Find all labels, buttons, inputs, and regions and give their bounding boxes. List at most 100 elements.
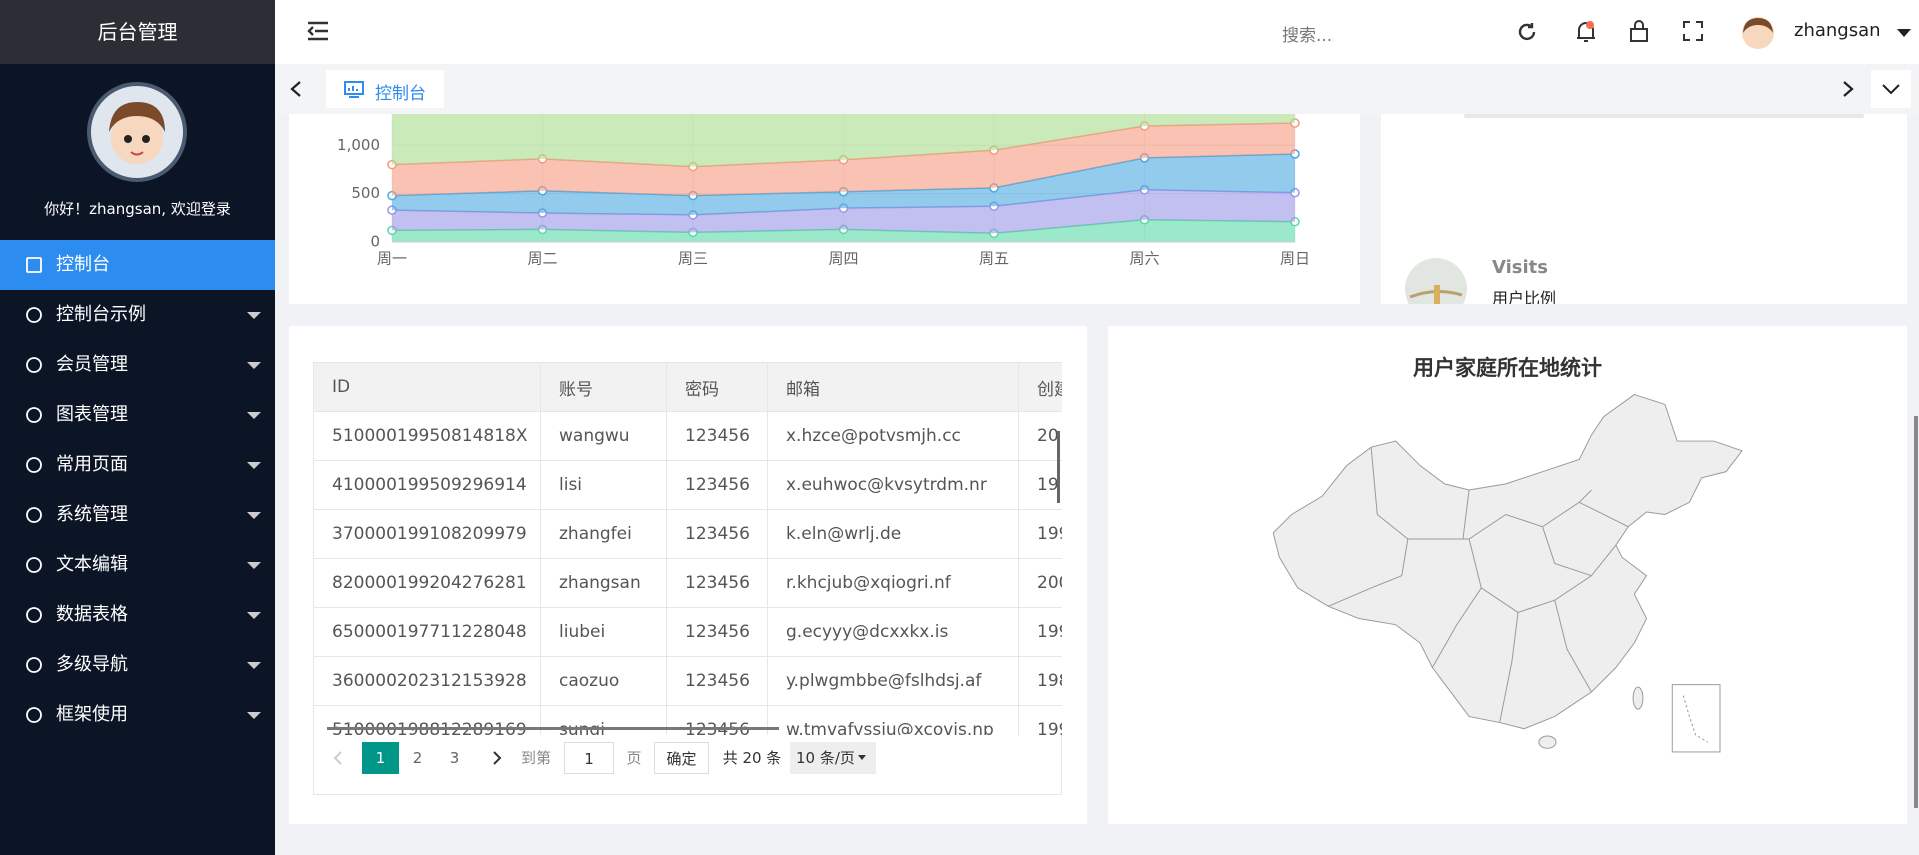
confirm-button[interactable]: 确定	[654, 742, 709, 774]
data-table: ID账号密码邮箱创建51000019950814818Xwangwu123456…	[313, 362, 1062, 735]
menu-item[interactable]: 多级导航	[0, 640, 275, 690]
tab-next[interactable]	[1841, 80, 1855, 98]
page-size[interactable]: 10 条/页	[790, 742, 876, 774]
tab-label[interactable]: 控制台	[375, 84, 426, 104]
visits-image	[1405, 258, 1467, 304]
menu-caret	[247, 412, 261, 419]
avatar	[87, 82, 187, 182]
column-header: 创建	[1018, 362, 1062, 412]
table-cell: g.ecyyy@dcxxkx.is	[767, 607, 1019, 657]
column-header: ID	[313, 362, 541, 412]
menu-label[interactable]: 数据表格	[56, 604, 128, 625]
menu-item[interactable]: 数据表格	[0, 590, 275, 640]
page-prev[interactable]	[323, 742, 353, 774]
page-next[interactable]	[482, 742, 512, 774]
table-cell: 410000199509296914	[313, 460, 541, 510]
menu-caret	[247, 712, 261, 719]
table-wrap: ID账号密码邮箱创建51000019950814818Xwangwu123456…	[313, 362, 1062, 735]
menu-icon	[26, 507, 42, 523]
x-tick-label: 周五	[979, 250, 1009, 268]
menu-label[interactable]: 控制台示例	[56, 304, 146, 325]
table-cell: wangwu	[540, 411, 667, 461]
page-button[interactable]: 3	[449, 749, 460, 767]
pagination-bar	[313, 735, 1062, 795]
menu-item[interactable]: 控制台	[0, 240, 275, 290]
column-header: 邮箱	[767, 362, 1019, 412]
table-cell: 123456	[666, 411, 768, 461]
table-row: 360000202312153928 caozuo 123456 y.plwgmbbe…	[313, 656, 1062, 706]
table-cell: 51000019950814818X	[313, 411, 541, 461]
table-cell: 123456	[666, 705, 768, 735]
table-cell: 200	[1018, 558, 1062, 608]
menu-label[interactable]: 多级导航	[56, 654, 128, 675]
page-button[interactable]: 1	[362, 742, 399, 774]
icon-shape	[26, 457, 42, 473]
icon-shape	[26, 407, 42, 423]
menu-caret	[247, 462, 261, 469]
notice-icon[interactable]	[1574, 19, 1598, 45]
menu-toggle[interactable]	[307, 20, 329, 42]
menu-label[interactable]: 图表管理	[56, 404, 128, 425]
menu-item[interactable]: 常用页面	[0, 440, 275, 490]
goto-label: 到第	[520, 749, 551, 767]
area-fill	[392, 123, 1295, 196]
table-cell: 123456	[666, 509, 768, 559]
table-cell: x.euhwoc@kvsytrdm.nr	[767, 460, 1019, 510]
icon-shape	[26, 507, 42, 523]
page-scrollbar	[1914, 416, 1918, 808]
menu-label[interactable]: 控制台	[56, 254, 110, 275]
table-cell: 650000197711228048	[313, 607, 541, 657]
tab-menu[interactable]	[1871, 70, 1911, 108]
menu-item[interactable]: 会员管理	[0, 340, 275, 390]
area-fill	[392, 114, 1295, 167]
menu-label[interactable]: 系统管理	[56, 504, 128, 525]
menu-item[interactable]: 系统管理	[0, 490, 275, 540]
menu-caret	[247, 312, 261, 319]
table-row: 510000198812289169 sunqi 123456 w.tmvafvssi…	[313, 705, 1062, 735]
table-cell: 123456	[666, 460, 768, 510]
icon-shape	[26, 707, 42, 723]
menu-icon	[26, 407, 42, 423]
table-cell: caozuo	[540, 656, 667, 706]
menu-label[interactable]: 框架使用	[56, 704, 128, 725]
username[interactable]: zhangsan	[1794, 20, 1881, 41]
menu-item[interactable]: 文本编辑	[0, 540, 275, 590]
table-cell: 19	[1018, 460, 1062, 510]
menu-icon	[26, 357, 42, 373]
table-cell: 199	[1018, 509, 1062, 559]
table-cell: 123456	[666, 558, 768, 608]
menu-icon	[26, 307, 42, 323]
x-tick-label: 周三	[678, 250, 708, 268]
page-input[interactable]: 1	[564, 742, 614, 774]
fullscreen-icon[interactable]	[1683, 21, 1703, 41]
total-count: 共 20 条	[722, 749, 782, 767]
search-box[interactable]: 搜索...	[1282, 26, 1333, 46]
table-card: ID账号密码邮箱创建51000019950814818Xwangwu123456…	[289, 326, 1087, 824]
table-cell: 199	[1018, 607, 1062, 657]
tab[interactable]: 控制台	[326, 70, 444, 108]
table-cell: zhangfei	[540, 509, 667, 559]
sidebar-title: 后台管理	[0, 0, 275, 64]
menu-item[interactable]: 图表管理	[0, 390, 275, 440]
china-map	[1272, 394, 1743, 753]
menu-label[interactable]: 常用页面	[56, 454, 128, 475]
menu-item[interactable]: 控制台示例	[0, 290, 275, 340]
menu-label[interactable]: 文本编辑	[56, 554, 128, 575]
menu-icon	[26, 607, 42, 623]
y-tick-label: 1,000	[337, 136, 380, 154]
table-row: 410000199509296914 lisi 123456 x.euhwoc@kvs…	[313, 460, 1062, 510]
lock-icon[interactable]	[1628, 19, 1650, 43]
menu-item[interactable]: 框架使用	[0, 690, 275, 740]
page-button[interactable]: 2	[412, 749, 423, 767]
menu-label[interactable]: 会员管理	[56, 354, 128, 375]
x-tick-label: 周四	[828, 250, 858, 268]
tab-prev[interactable]	[289, 80, 303, 98]
user-avatar[interactable]	[1741, 16, 1775, 50]
icon-shape	[26, 657, 42, 673]
icon-shape	[26, 607, 42, 623]
table-cell: 370000199108209979	[313, 509, 541, 559]
area-fill	[392, 154, 1295, 215]
chart-card: 0 500 1,000 周一 周二 周三 周四 周五 周六 周日	[289, 114, 1360, 304]
refresh-icon[interactable]	[1515, 20, 1539, 44]
